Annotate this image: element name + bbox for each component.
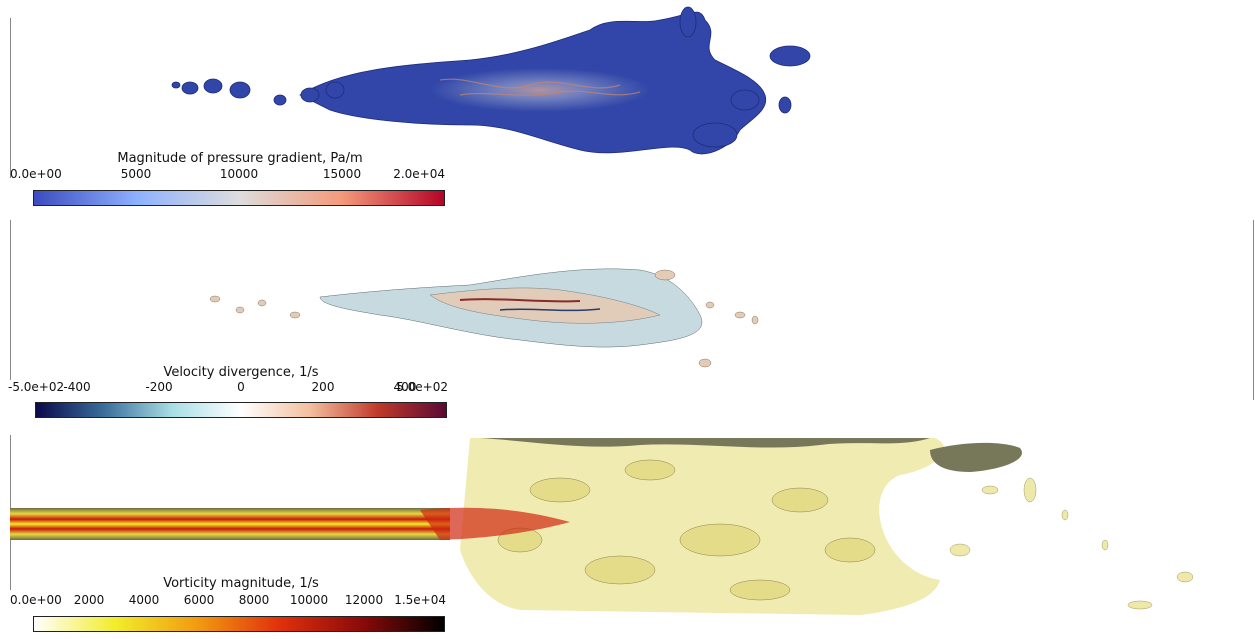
colorbar-tick: -5.0e+02 — [8, 380, 65, 394]
pressure-gradient-isosurface — [171, 6, 811, 155]
right-axis-line — [1253, 220, 1254, 400]
left-axis-line — [10, 18, 11, 178]
colorbar-tick: 5000 — [120, 167, 152, 181]
colorbar-tick: 6000 — [183, 593, 215, 607]
colorbar-tick: 1.5e+04 — [394, 593, 446, 607]
colorbar-title: Vorticity magnitude, 1/s — [163, 576, 319, 591]
colorbar-tick: 8000 — [238, 593, 270, 607]
colorbar-tick: -200 — [145, 380, 173, 394]
vorticity-isosurface — [10, 438, 1194, 615]
colorbar-tick: 200 — [311, 380, 335, 394]
colorbar-title: Velocity divergence, 1/s — [163, 365, 319, 380]
colorbar-gradient — [33, 616, 445, 632]
colorbar-tick: 2000 — [73, 593, 105, 607]
colorbar-tick: 2.0e+04 — [393, 167, 445, 181]
vorticity-panel: Vorticity magnitude, 1/s 0.0e+00 2000 40… — [0, 430, 1255, 639]
colorbar-tick: 0 — [237, 380, 245, 394]
colorbar-tick: 5.0e+02 — [396, 380, 448, 394]
pressure-gradient-panel: Magnitude of pressure gradient, Pa/m 0.0… — [0, 0, 1255, 215]
colorbar-gradient — [35, 402, 447, 418]
colorbar-tick: 0.0e+00 — [10, 167, 62, 181]
velocity-divergence-isosurface — [209, 268, 759, 368]
left-axis-line — [10, 220, 11, 380]
colorbar-tick: 10000 — [219, 167, 259, 181]
velocity-divergence-panel: Velocity divergence, 1/s -5.0e+02 -400 -… — [0, 215, 1255, 430]
colorbar-tick: 4000 — [128, 593, 160, 607]
colorbar-tick: 15000 — [322, 167, 362, 181]
colorbar-tick: 12000 — [344, 593, 384, 607]
colorbar-tick: 0.0e+00 — [10, 593, 62, 607]
colorbar-gradient — [33, 190, 445, 206]
colorbar-tick: 400 — [393, 380, 417, 394]
colorbar-tick: -400 — [63, 380, 91, 394]
colorbar-tick: 10000 — [289, 593, 329, 607]
colorbar-title: Magnitude of pressure gradient, Pa/m — [117, 151, 363, 166]
